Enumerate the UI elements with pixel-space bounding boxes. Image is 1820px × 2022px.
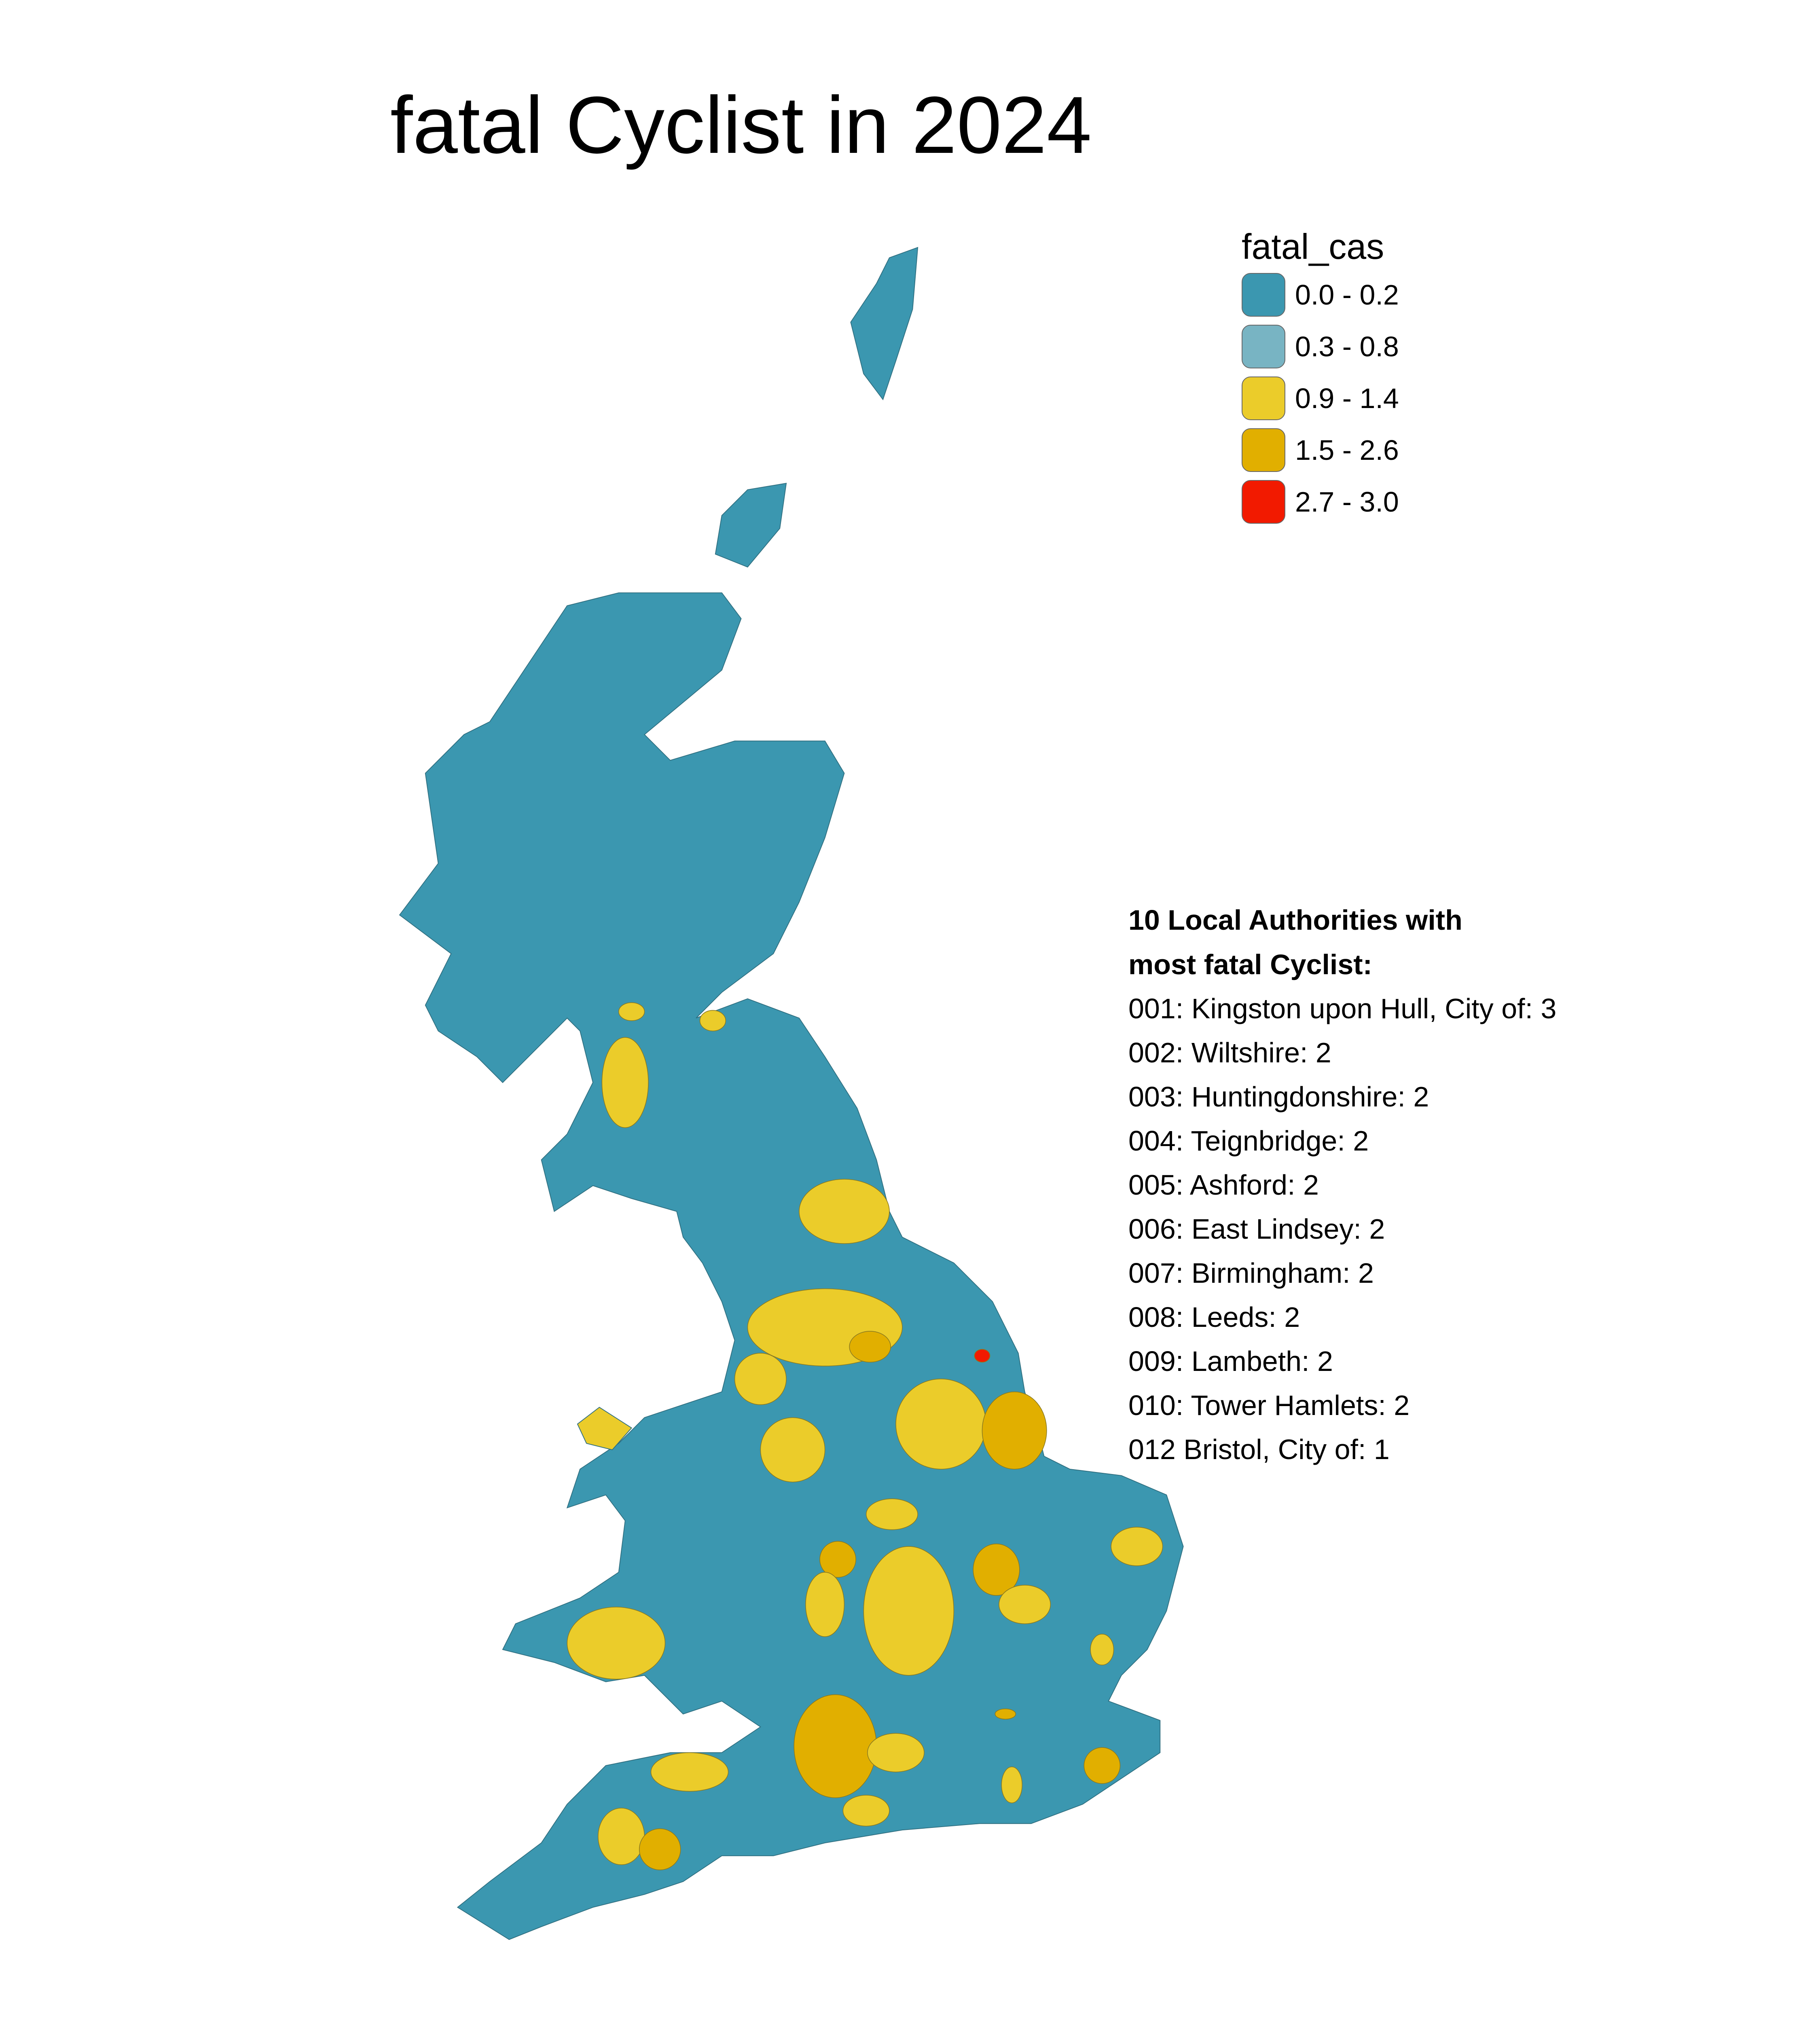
- list-item: 002: Wiltshire: 2: [1128, 1037, 1331, 1068]
- map-region-high: [601, 1037, 649, 1128]
- list-item: 005: Ashford: 2: [1128, 1169, 1319, 1201]
- legend-label: 0.0 - 0.2: [1295, 279, 1399, 311]
- map-region-leeds: [849, 1331, 891, 1363]
- list-item: 010: Tower Hamlets: 2: [1128, 1390, 1410, 1421]
- legend-title: fatal_cas: [1242, 226, 1384, 266]
- map-region-high: [863, 1546, 954, 1676]
- map-region-high: [805, 1572, 845, 1637]
- map-region-high: [842, 1795, 890, 1827]
- map-region-high: [1001, 1766, 1023, 1804]
- list-item: 007: Birmingham: 2: [1128, 1257, 1374, 1289]
- legend-item: 0.3 - 0.8: [1242, 321, 1399, 372]
- list-item: 006: East Lindsey: 2: [1128, 1213, 1385, 1245]
- map-region-ashford: [1084, 1747, 1121, 1784]
- map-region-hull: [974, 1349, 990, 1363]
- map-region-east-lindsey: [982, 1391, 1047, 1470]
- legend-swatch: [1242, 480, 1285, 524]
- legend-swatch: [1242, 325, 1285, 368]
- chart-title: fatal Cyclist in 2024: [390, 80, 1092, 170]
- map-region-teignbridge: [639, 1828, 681, 1870]
- map-region-high: [895, 1379, 986, 1470]
- map-region-high: [597, 1808, 645, 1865]
- map-region-high: [650, 1752, 729, 1792]
- map-region-wiltshire: [794, 1694, 877, 1798]
- map-region-birmingham: [819, 1541, 856, 1578]
- list-item: 003: Huntingdonshire: 2: [1128, 1081, 1429, 1113]
- list-item: 004: Teignbridge: 2: [1128, 1125, 1369, 1157]
- map-region-anglesey: [577, 1407, 633, 1451]
- list-item: 001: Kingston upon Hull, City of: 3: [1128, 993, 1557, 1024]
- top-authorities-list: 10 Local Authorities with most fatal Cyc…: [1128, 898, 1556, 1472]
- legend-label: 2.7 - 3.0: [1295, 486, 1399, 518]
- map-region-high: [699, 1010, 726, 1032]
- map-region-orkney: [715, 482, 787, 568]
- map-region-high: [999, 1584, 1051, 1624]
- map-region-high: [867, 1733, 925, 1772]
- map-region-high: [1090, 1633, 1114, 1666]
- map-region-huntingdonshire: [973, 1543, 1020, 1596]
- legend-item: 0.0 - 0.2: [1242, 269, 1399, 321]
- legend-swatch: [1242, 273, 1285, 317]
- list-heading-line1: 10 Local Authorities with: [1128, 904, 1462, 936]
- map-region-great-britain: [399, 592, 1184, 1940]
- map-region-high: [760, 1417, 825, 1483]
- legend-item: 2.7 - 3.0: [1242, 476, 1399, 528]
- legend-swatch: [1242, 428, 1285, 472]
- map-region-high: [618, 1002, 645, 1021]
- legend-label: 0.3 - 0.8: [1295, 331, 1399, 362]
- legend-item: 0.9 - 1.4: [1242, 372, 1399, 424]
- map-region-high: [866, 1498, 918, 1530]
- map-region-high: [799, 1179, 890, 1244]
- list-heading-line2: most fatal Cyclist:: [1128, 949, 1372, 980]
- legend-label: 1.5 - 2.6: [1295, 434, 1399, 466]
- list-item: 009: Lambeth: 2: [1128, 1345, 1333, 1377]
- list-item: 012 Bristol, City of: 1: [1128, 1434, 1390, 1465]
- map-region-high: [567, 1607, 666, 1680]
- map-region-shetland: [850, 247, 918, 400]
- list-item: 008: Leeds: 2: [1128, 1301, 1300, 1333]
- map-region-high: [734, 1353, 787, 1405]
- legend: fatal_cas 0.0 - 0.2 0.3 - 0.8 0.9 - 1.4 1.5…: [1242, 224, 1399, 528]
- map-region-high: [1111, 1527, 1163, 1566]
- legend-swatch: [1242, 376, 1285, 420]
- legend-label: 0.9 - 1.4: [1295, 383, 1399, 414]
- legend-item: 1.5 - 2.6: [1242, 424, 1399, 476]
- map-region-london: [995, 1708, 1016, 1720]
